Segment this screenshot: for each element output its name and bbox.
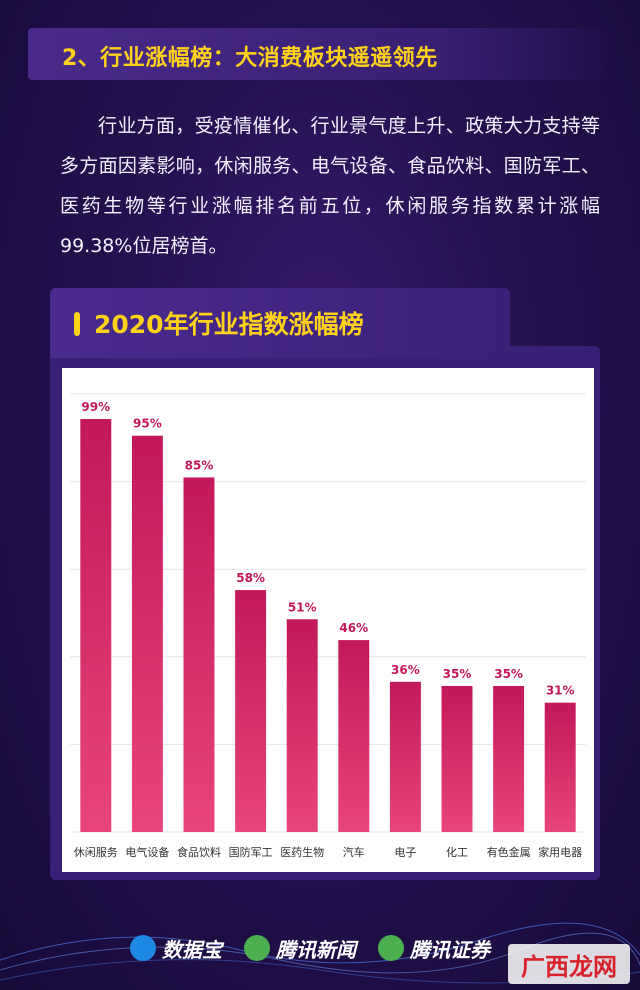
category-label-6: 汽车 bbox=[343, 845, 365, 859]
category-label-3: 食品饮料 bbox=[177, 845, 221, 859]
tencent-securities-icon bbox=[378, 935, 404, 961]
bar-8 bbox=[441, 686, 473, 832]
tencent-news-icon bbox=[244, 935, 270, 961]
bar-7 bbox=[389, 681, 421, 832]
data-label-1: 99% bbox=[81, 400, 110, 414]
watermark: 广西龙网 bbox=[508, 944, 630, 984]
footer-logos: 数据宝 腾讯新闻 腾讯证券 bbox=[130, 928, 530, 968]
logo-tencent-securities-text: 腾讯证券 bbox=[410, 937, 490, 962]
data-label-9: 35% bbox=[494, 667, 523, 681]
category-label-4: 国防军工 bbox=[229, 845, 273, 859]
logo-data-bao-text: 数据宝 bbox=[162, 937, 222, 962]
data-label-3: 85% bbox=[185, 458, 214, 472]
title-accent-bar bbox=[74, 312, 80, 336]
bar-2 bbox=[131, 435, 163, 832]
data-label-7: 36% bbox=[391, 663, 420, 677]
logo-tencent-news-text: 腾讯新闻 bbox=[276, 937, 356, 962]
category-label-2: 电气设备 bbox=[125, 845, 169, 859]
section-title: 2、行业涨幅榜：大消费板块遥遥领先 bbox=[62, 46, 438, 71]
data-label-10: 31% bbox=[546, 684, 575, 698]
bar-3 bbox=[183, 477, 215, 832]
logo-tencent-securities: 腾讯证券 bbox=[378, 934, 490, 963]
category-label-1: 休闲服务 bbox=[74, 845, 118, 859]
watermark-text: 广西龙网 bbox=[521, 952, 617, 981]
data-label-5: 51% bbox=[288, 600, 317, 614]
category-label-7: 电子 bbox=[394, 846, 416, 859]
chart-plot-area: 99% 95% 85% 58% 51% 46% 36% 35% 35% 31% 休闲服务 电气设备食… bbox=[62, 368, 594, 872]
bar-1 bbox=[80, 419, 112, 832]
bar-6 bbox=[338, 640, 370, 832]
category-label-5: 医药生物 bbox=[280, 845, 324, 859]
bar-4 bbox=[235, 590, 267, 832]
category-label-8: 化工 bbox=[446, 845, 468, 859]
bar-5 bbox=[286, 619, 318, 832]
chart-header: 2020年行业指数涨幅榜 bbox=[50, 288, 510, 358]
category-label-9: 有色金属 bbox=[487, 845, 531, 859]
bar-9 bbox=[493, 686, 525, 832]
data-label-8: 35% bbox=[443, 667, 472, 681]
category-label-10: 家用电器 bbox=[538, 845, 582, 859]
bar-chart: 99% 95% 85% 58% 51% 46% 36% 35% 35% 31% 休闲服务 电气设备食… bbox=[70, 393, 586, 859]
bar-10 bbox=[544, 702, 576, 832]
intro-paragraph: 行业方面，受疫情催化、行业景气度上升、政策大力支持等多方面因素影响，休闲服务、电… bbox=[60, 115, 600, 257]
data-label-6: 46% bbox=[339, 621, 368, 635]
section-title-banner: 2、行业涨幅榜：大消费板块遥遥领先 bbox=[28, 28, 618, 80]
chart-title: 2020年行业指数涨幅榜 bbox=[94, 310, 364, 339]
data-bao-icon bbox=[130, 935, 156, 961]
logo-tencent-news: 腾讯新闻 bbox=[244, 934, 356, 963]
data-label-4: 58% bbox=[236, 571, 265, 585]
logo-data-bao: 数据宝 bbox=[130, 934, 222, 963]
data-label-2: 95% bbox=[133, 417, 162, 431]
